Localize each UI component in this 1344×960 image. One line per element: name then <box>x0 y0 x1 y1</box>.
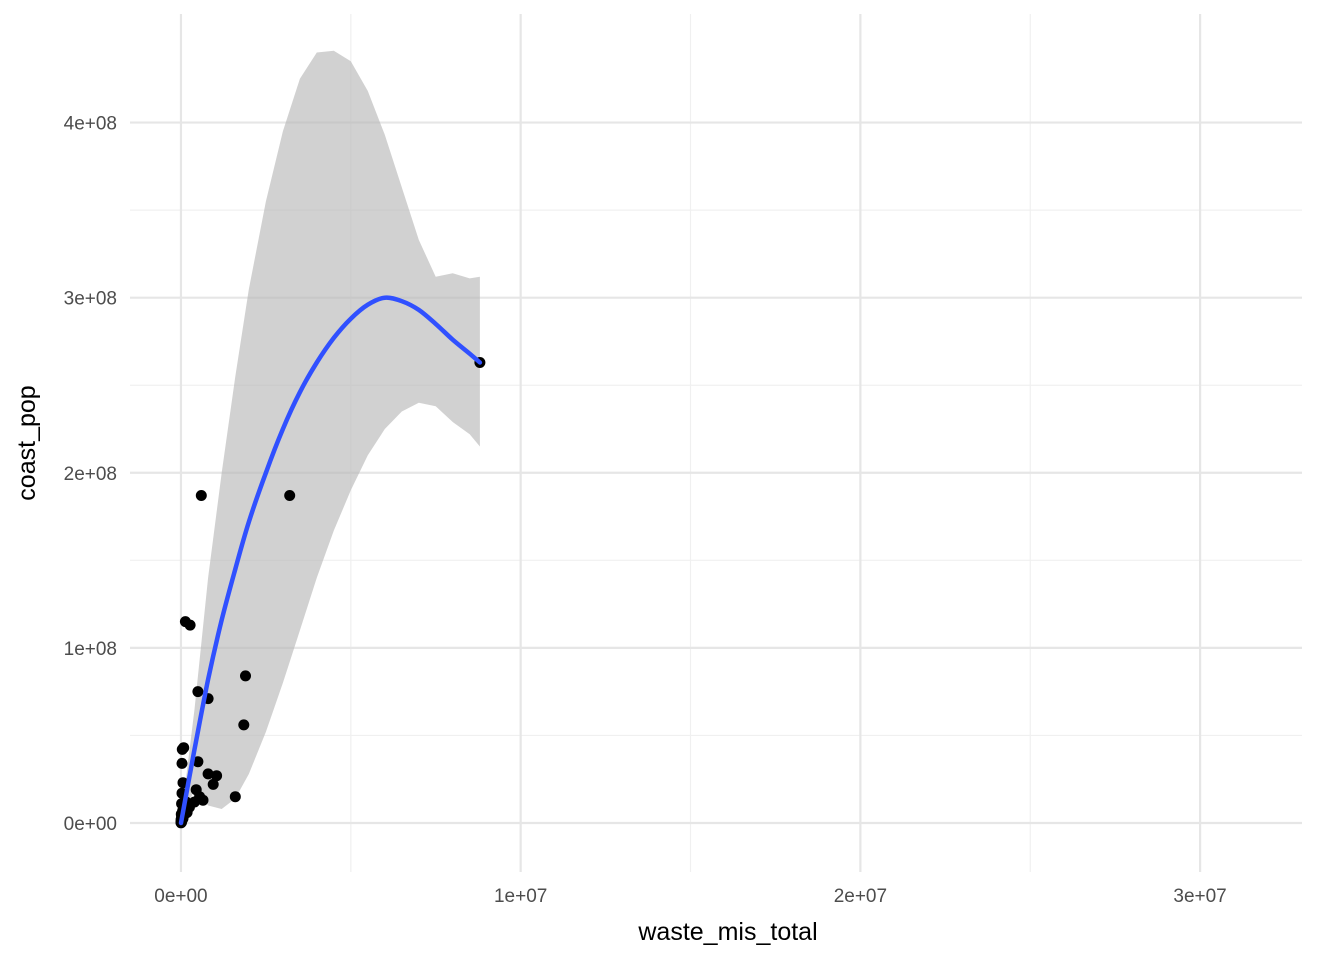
data-point <box>207 778 219 790</box>
data-point <box>195 490 207 501</box>
x-tick-label: 1e+07 <box>494 886 547 907</box>
data-point <box>176 743 188 755</box>
x-tick-label: 2e+07 <box>834 886 887 907</box>
x-tick-label: 3e+07 <box>1173 886 1226 907</box>
data-point <box>238 719 250 731</box>
y-axis-ticks: 0e+00 1e+08 2e+08 3e+08 4e+08 <box>64 114 117 835</box>
data-point <box>240 670 251 682</box>
y-axis-title: coast_pop <box>13 385 41 500</box>
x-tick-label: 0e+00 <box>154 886 207 907</box>
data-point <box>211 770 223 782</box>
data-point <box>284 490 296 501</box>
data-point <box>229 791 241 803</box>
confidence-band <box>181 50 480 827</box>
y-tick-label: 0e+00 <box>64 814 117 835</box>
data-point <box>176 757 188 769</box>
data-point <box>192 756 204 768</box>
y-tick-label: 1e+08 <box>64 639 117 660</box>
data-point <box>197 794 209 806</box>
smooth-line-layer <box>178 295 483 826</box>
data-point <box>202 768 214 780</box>
data-point <box>192 686 204 698</box>
smooth-line <box>178 295 483 826</box>
confidence-band-layer <box>181 50 480 827</box>
y-tick-label: 3e+08 <box>64 289 117 310</box>
data-point <box>184 619 196 631</box>
x-axis-ticks: 0e+00 1e+07 2e+07 3e+07 <box>154 886 1227 907</box>
x-axis-title: waste_mis_total <box>637 918 817 946</box>
y-tick-label: 2e+08 <box>64 464 117 485</box>
y-tick-label: 4e+08 <box>64 114 117 135</box>
